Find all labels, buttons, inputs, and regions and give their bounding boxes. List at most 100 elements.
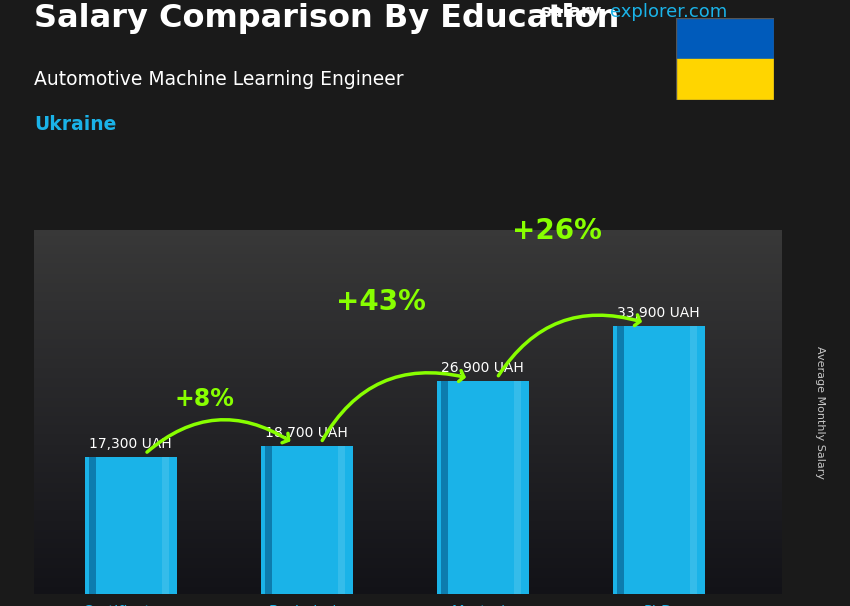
- Bar: [34, 419, 782, 421]
- Bar: [34, 403, 782, 405]
- Bar: [34, 536, 782, 538]
- Bar: [34, 452, 782, 454]
- Bar: [261, 446, 353, 594]
- Bar: [34, 408, 782, 410]
- Bar: [34, 387, 782, 388]
- Bar: [34, 283, 782, 285]
- Bar: [34, 359, 782, 361]
- Bar: [34, 238, 782, 239]
- Text: 33,900 UAH: 33,900 UAH: [617, 305, 700, 319]
- Bar: [613, 326, 705, 594]
- Bar: [34, 259, 782, 261]
- Bar: [34, 370, 782, 372]
- Bar: [34, 447, 782, 448]
- Bar: [34, 278, 782, 279]
- Bar: [34, 578, 782, 579]
- Bar: [34, 467, 782, 468]
- Bar: [34, 530, 782, 532]
- Bar: [34, 263, 782, 265]
- Bar: [34, 496, 782, 498]
- Bar: [34, 545, 782, 547]
- Bar: [34, 230, 782, 232]
- Bar: [34, 487, 782, 488]
- Bar: [34, 539, 782, 541]
- Bar: [34, 585, 782, 587]
- Bar: [34, 321, 782, 323]
- Text: +26%: +26%: [512, 217, 602, 245]
- Bar: [34, 276, 782, 278]
- Bar: [34, 514, 782, 516]
- Bar: [34, 492, 782, 494]
- Bar: [34, 572, 782, 574]
- Bar: [34, 574, 782, 576]
- Bar: [34, 248, 782, 250]
- Bar: [34, 508, 782, 510]
- Bar: [34, 290, 782, 292]
- Bar: [34, 439, 782, 441]
- Bar: [34, 490, 782, 492]
- Bar: [34, 556, 782, 558]
- Bar: [34, 379, 782, 381]
- Bar: [34, 407, 782, 408]
- Bar: [34, 521, 782, 523]
- Bar: [34, 559, 782, 561]
- Text: explorer.com: explorer.com: [610, 3, 728, 21]
- Bar: [34, 234, 782, 236]
- Bar: [34, 265, 782, 267]
- Bar: [34, 341, 782, 343]
- Bar: [34, 352, 782, 354]
- Bar: [34, 305, 782, 307]
- Bar: [34, 327, 782, 328]
- Bar: [34, 258, 782, 259]
- Bar: [34, 281, 782, 283]
- Bar: [34, 239, 782, 241]
- Bar: [34, 372, 782, 374]
- Bar: [264, 446, 272, 594]
- Bar: [34, 358, 782, 359]
- Text: 18,700 UAH: 18,700 UAH: [265, 426, 348, 440]
- Bar: [34, 474, 782, 476]
- Bar: [34, 448, 782, 450]
- Bar: [34, 425, 782, 427]
- Bar: [34, 538, 782, 539]
- Bar: [34, 485, 782, 487]
- Bar: [34, 325, 782, 327]
- Bar: [34, 527, 782, 528]
- Bar: [34, 518, 782, 519]
- Bar: [34, 347, 782, 348]
- Bar: [34, 287, 782, 288]
- Bar: [34, 294, 782, 296]
- Bar: [34, 392, 782, 394]
- Bar: [34, 416, 782, 418]
- Bar: [437, 381, 529, 594]
- Bar: [34, 252, 782, 254]
- Bar: [34, 318, 782, 319]
- Bar: [34, 343, 782, 345]
- Bar: [34, 363, 782, 365]
- Text: Average Monthly Salary: Average Monthly Salary: [815, 345, 825, 479]
- Bar: [34, 568, 782, 570]
- Bar: [440, 381, 448, 594]
- Bar: [34, 316, 782, 318]
- Bar: [34, 399, 782, 401]
- Bar: [34, 434, 782, 436]
- Bar: [34, 478, 782, 479]
- Bar: [34, 418, 782, 419]
- Bar: [34, 385, 782, 387]
- Bar: [34, 279, 782, 281]
- Bar: [34, 356, 782, 358]
- Bar: [34, 494, 782, 496]
- Bar: [34, 247, 782, 248]
- Bar: [34, 543, 782, 545]
- Bar: [34, 441, 782, 443]
- Bar: [34, 398, 782, 399]
- Bar: [34, 350, 782, 352]
- Bar: [34, 256, 782, 258]
- Text: Automotive Machine Learning Engineer: Automotive Machine Learning Engineer: [34, 70, 404, 88]
- Bar: [34, 550, 782, 552]
- Text: Salary Comparison By Education: Salary Comparison By Education: [34, 3, 620, 34]
- Bar: [34, 339, 782, 341]
- Bar: [34, 414, 782, 416]
- Bar: [34, 479, 782, 481]
- Bar: [34, 410, 782, 412]
